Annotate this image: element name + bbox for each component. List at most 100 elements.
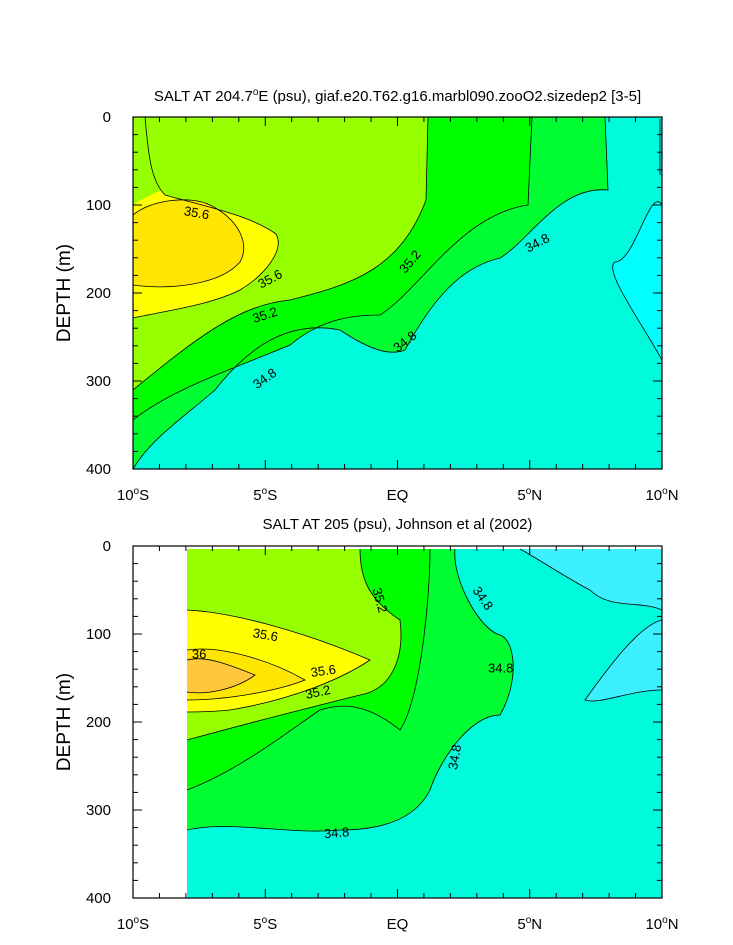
panel-title: SALT AT 204.7oE (psu), giaf.e20.T62.g16.…	[154, 87, 641, 105]
title-text-rest: E (psu), giaf.e20.T62.g16.marbl090.zooO2…	[258, 88, 641, 105]
contour-line-4	[133, 117, 609, 469]
contour-lines	[133, 117, 662, 469]
contour-line-0	[133, 117, 279, 319]
y-axis-label: DEPTH (m)	[54, 244, 75, 342]
degree-sign: o	[262, 486, 268, 497]
hemisphere-letter: N	[668, 487, 679, 504]
y-tick-label: 0	[103, 109, 111, 126]
y-tick-label: 100	[86, 626, 111, 643]
x-tick-number: 5	[517, 916, 525, 933]
contour-label-text: 35.2	[251, 304, 280, 326]
panel-title: SALT AT 205 (psu), Johnson et al (2002)	[263, 516, 533, 533]
contour-label-text: 34.8	[323, 824, 350, 841]
title-text: SALT AT 205 (psu), Johnson et al (2002)	[263, 516, 533, 533]
contour-label-text: 35.6	[183, 203, 211, 222]
contour-line-5	[186, 548, 514, 832]
x-tick-label: 10oS	[117, 486, 149, 504]
x-tick-label: 10oN	[645, 486, 678, 504]
x-tick-number: 5	[517, 487, 525, 504]
contour-label: 35.2	[369, 586, 390, 614]
x-tick-label: 5oN	[517, 915, 542, 933]
degree-sign: o	[134, 915, 140, 926]
x-tick-number: 5	[253, 916, 261, 933]
contour-label-text: 35.6	[252, 625, 280, 644]
x-tick-label: 5oN	[517, 486, 542, 504]
y-tick-label: 400	[86, 461, 111, 478]
hemisphere-letter: S	[267, 916, 277, 933]
degree-sign: o	[134, 486, 140, 497]
degree-sign: o	[662, 915, 668, 926]
salinity-band-4	[133, 117, 428, 390]
x-tick-number: 10	[645, 916, 662, 933]
degree-sign: o	[526, 486, 532, 497]
contour-line-0	[186, 609, 371, 713]
y-tick-label: 400	[86, 890, 111, 907]
contour-label: 34.8	[323, 824, 350, 841]
x-tick-number: EQ	[387, 487, 409, 504]
degree-sign: o	[662, 486, 668, 497]
contour-label-text: 35.2	[369, 586, 390, 614]
contour-line-3	[186, 548, 402, 741]
y-tick-label: 100	[86, 197, 111, 214]
contour-line-2	[186, 658, 256, 694]
x-tick-label: 10oS	[117, 915, 149, 933]
x-tick-number: 10	[117, 487, 134, 504]
title-text: SALT AT 204.7	[154, 88, 253, 105]
y-tick-label: 200	[86, 285, 111, 302]
contour-label-text: 34.8	[488, 661, 513, 676]
y-axis-label: DEPTH (m)	[54, 673, 75, 771]
x-tick-label: 5oS	[253, 915, 277, 933]
contour-label-text: 34.8	[445, 743, 464, 771]
salinity-band-7	[133, 117, 162, 205]
y-tick-label: 200	[86, 714, 111, 731]
contour-line-1	[133, 199, 245, 288]
contour-label: 35.2	[251, 304, 280, 326]
hemisphere-letter: N	[531, 487, 542, 504]
hemisphere-letter: N	[668, 916, 679, 933]
hemisphere-letter: S	[139, 487, 149, 504]
contour-line-2	[133, 117, 429, 391]
contour-lines	[186, 548, 662, 832]
hemisphere-letter: N	[531, 916, 542, 933]
salinity-band-6	[133, 199, 244, 287]
salinity-band-1	[612, 119, 662, 360]
contour-label: 34.8	[445, 743, 464, 771]
filled-contours	[187, 549, 662, 898]
contour-line-7	[584, 619, 662, 702]
x-tick-number: 5	[253, 487, 261, 504]
x-tick-number: EQ	[387, 916, 409, 933]
salinity-band-1	[520, 549, 662, 702]
contour-label: 34.8	[488, 661, 513, 676]
filled-contours	[133, 117, 662, 469]
title-degree-sign: o	[253, 87, 259, 98]
contour-label: 35.6	[183, 203, 211, 222]
hemisphere-letter: S	[267, 487, 277, 504]
degree-sign: o	[262, 915, 268, 926]
contour-label: 35.6	[310, 662, 337, 680]
x-tick-label: EQ	[387, 916, 409, 933]
contour-label-text: 35.2	[304, 682, 332, 702]
x-tick-label: 5oS	[253, 486, 277, 504]
degree-sign: o	[526, 915, 532, 926]
x-tick-number: 10	[645, 487, 662, 504]
contour-label-text: 35.6	[310, 662, 337, 680]
contour-line-6	[519, 548, 662, 611]
contour-label: 35.2	[304, 682, 332, 702]
x-tick-label: 10oN	[645, 915, 678, 933]
contour-label: 36	[192, 647, 206, 662]
x-tick-number: 10	[117, 916, 134, 933]
contour-line-1	[186, 648, 306, 701]
hemisphere-letter: S	[139, 916, 149, 933]
x-tick-label: EQ	[387, 487, 409, 504]
y-tick-label: 0	[103, 538, 111, 555]
contour-label-text: 36	[192, 647, 206, 662]
y-tick-label: 300	[86, 373, 111, 390]
contour-line-3	[133, 117, 533, 421]
contour-label: 35.6	[252, 625, 280, 644]
y-tick-label: 300	[86, 802, 111, 819]
contour-line-5	[612, 201, 662, 361]
contour-line-4	[186, 548, 431, 791]
